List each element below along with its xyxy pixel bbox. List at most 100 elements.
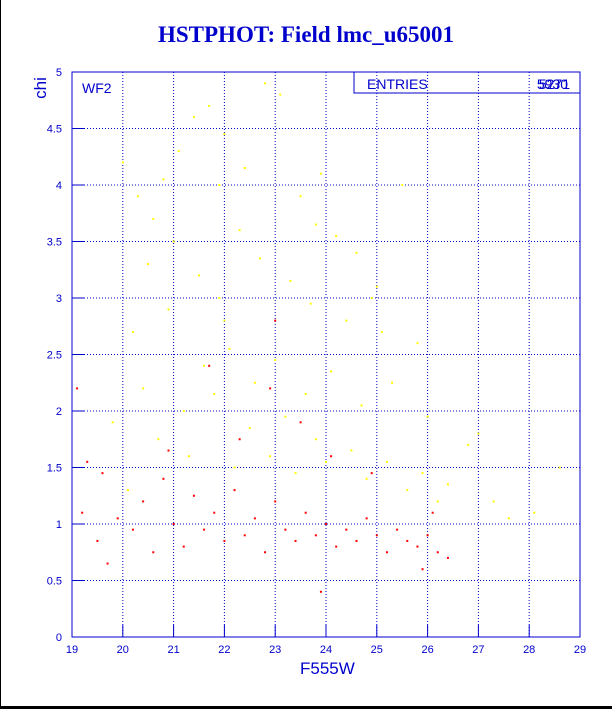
yellow-point [314, 438, 317, 441]
yellow-point [309, 302, 312, 305]
y-tick-labels: 0 0.5 1 1.5 2 2.5 3 3.5 4 4.5 5 [47, 67, 62, 644]
x-tick-label: 28 [523, 644, 535, 656]
yellow-point [406, 489, 409, 492]
yellow-point [355, 251, 358, 254]
red-point [446, 556, 449, 559]
yellow-point [213, 393, 216, 396]
red-point [304, 511, 307, 514]
red-point [345, 528, 348, 531]
x-tick-label: 23 [269, 644, 281, 656]
yellow-point [248, 426, 251, 429]
red-point [192, 494, 195, 497]
red-point [223, 539, 226, 542]
yellow-point [391, 381, 394, 384]
red-point [294, 539, 297, 542]
yellow-point [274, 359, 277, 362]
yellow-point [142, 387, 145, 390]
x-tick-labels: 19 20 21 22 23 24 25 26 27 28 29 [66, 644, 586, 656]
yellow-point [233, 466, 236, 469]
yellow-point [385, 460, 388, 463]
red-point [238, 438, 241, 441]
chart-title: HSTPHOT: Field lmc_u65001 [157, 22, 455, 47]
red-point [167, 449, 170, 452]
y-tick-label: 5 [56, 67, 62, 79]
red-point [421, 568, 424, 571]
y-tick-label: 0 [56, 632, 62, 644]
red-point [314, 534, 317, 537]
stats-entries-label: ENTRIES [367, 76, 428, 92]
yellow-point [167, 308, 170, 311]
yellow-point [131, 330, 134, 333]
x-tick-label: 26 [421, 644, 433, 656]
yellow-point [335, 234, 338, 237]
red-point [233, 489, 236, 492]
yellow-point [111, 421, 114, 424]
stats-box [353, 71, 581, 94]
red-point [370, 472, 373, 475]
yellow-point [238, 229, 241, 232]
x-tick-label: 20 [117, 644, 129, 656]
yellow-point [203, 364, 206, 367]
yellow-point [147, 263, 150, 266]
red-point [86, 460, 89, 463]
red-point [208, 364, 211, 367]
yellow-point [416, 342, 419, 345]
yellow-point [426, 415, 429, 418]
red-point [106, 562, 109, 565]
yellow-point [477, 432, 480, 435]
yellow-point [319, 172, 322, 175]
red-point [355, 539, 358, 542]
yellow-point [492, 500, 495, 503]
y-tick-label: 0.5 [47, 576, 62, 588]
x-tick-label: 27 [472, 644, 484, 656]
red-point [96, 539, 99, 542]
yellow-point [223, 319, 226, 322]
red-point [284, 528, 287, 531]
yellow-point [264, 82, 267, 85]
grid-lines [72, 72, 580, 637]
yellow-point [370, 297, 373, 299]
yellow-point [177, 150, 180, 153]
yellow-point [289, 280, 292, 283]
yellow-point [436, 500, 439, 503]
y-tick-label: 1.5 [47, 463, 62, 475]
yellow-point [152, 217, 155, 220]
yellow-point [446, 483, 449, 486]
red-point [213, 511, 216, 514]
x-tick-label: 24 [320, 644, 332, 656]
panel-label: WF2 [82, 80, 112, 96]
yellow-point [401, 184, 404, 186]
yellow-point [223, 133, 226, 136]
yellow-point [360, 404, 363, 407]
yellow-point [243, 167, 246, 170]
yellow-point [279, 93, 282, 96]
red-point [76, 387, 79, 390]
yellow-point [121, 161, 124, 164]
red-point [431, 511, 434, 514]
red-point [81, 511, 84, 514]
yellow-point [198, 274, 200, 277]
yellow-point [208, 104, 211, 107]
red-point [274, 500, 277, 503]
yellow-point [299, 195, 302, 198]
y-tick-label: 2.5 [47, 350, 62, 362]
axis-ticks [71, 71, 581, 638]
yellow-point [218, 297, 221, 299]
yellow-point [294, 472, 297, 475]
red-point [269, 387, 272, 390]
red-point [274, 319, 277, 322]
yellow-point [314, 223, 317, 226]
yellow-point [365, 477, 368, 480]
red-point [330, 455, 333, 458]
red-point [172, 523, 175, 525]
data-points [76, 82, 561, 593]
red-point [253, 517, 256, 520]
y-tick-label: 3.5 [47, 237, 62, 249]
yellow-point [172, 240, 175, 243]
red-point [385, 551, 388, 554]
red-point [416, 545, 419, 548]
yellow-point [269, 455, 272, 458]
yellow-point [137, 195, 140, 198]
yellow-point [258, 257, 261, 260]
